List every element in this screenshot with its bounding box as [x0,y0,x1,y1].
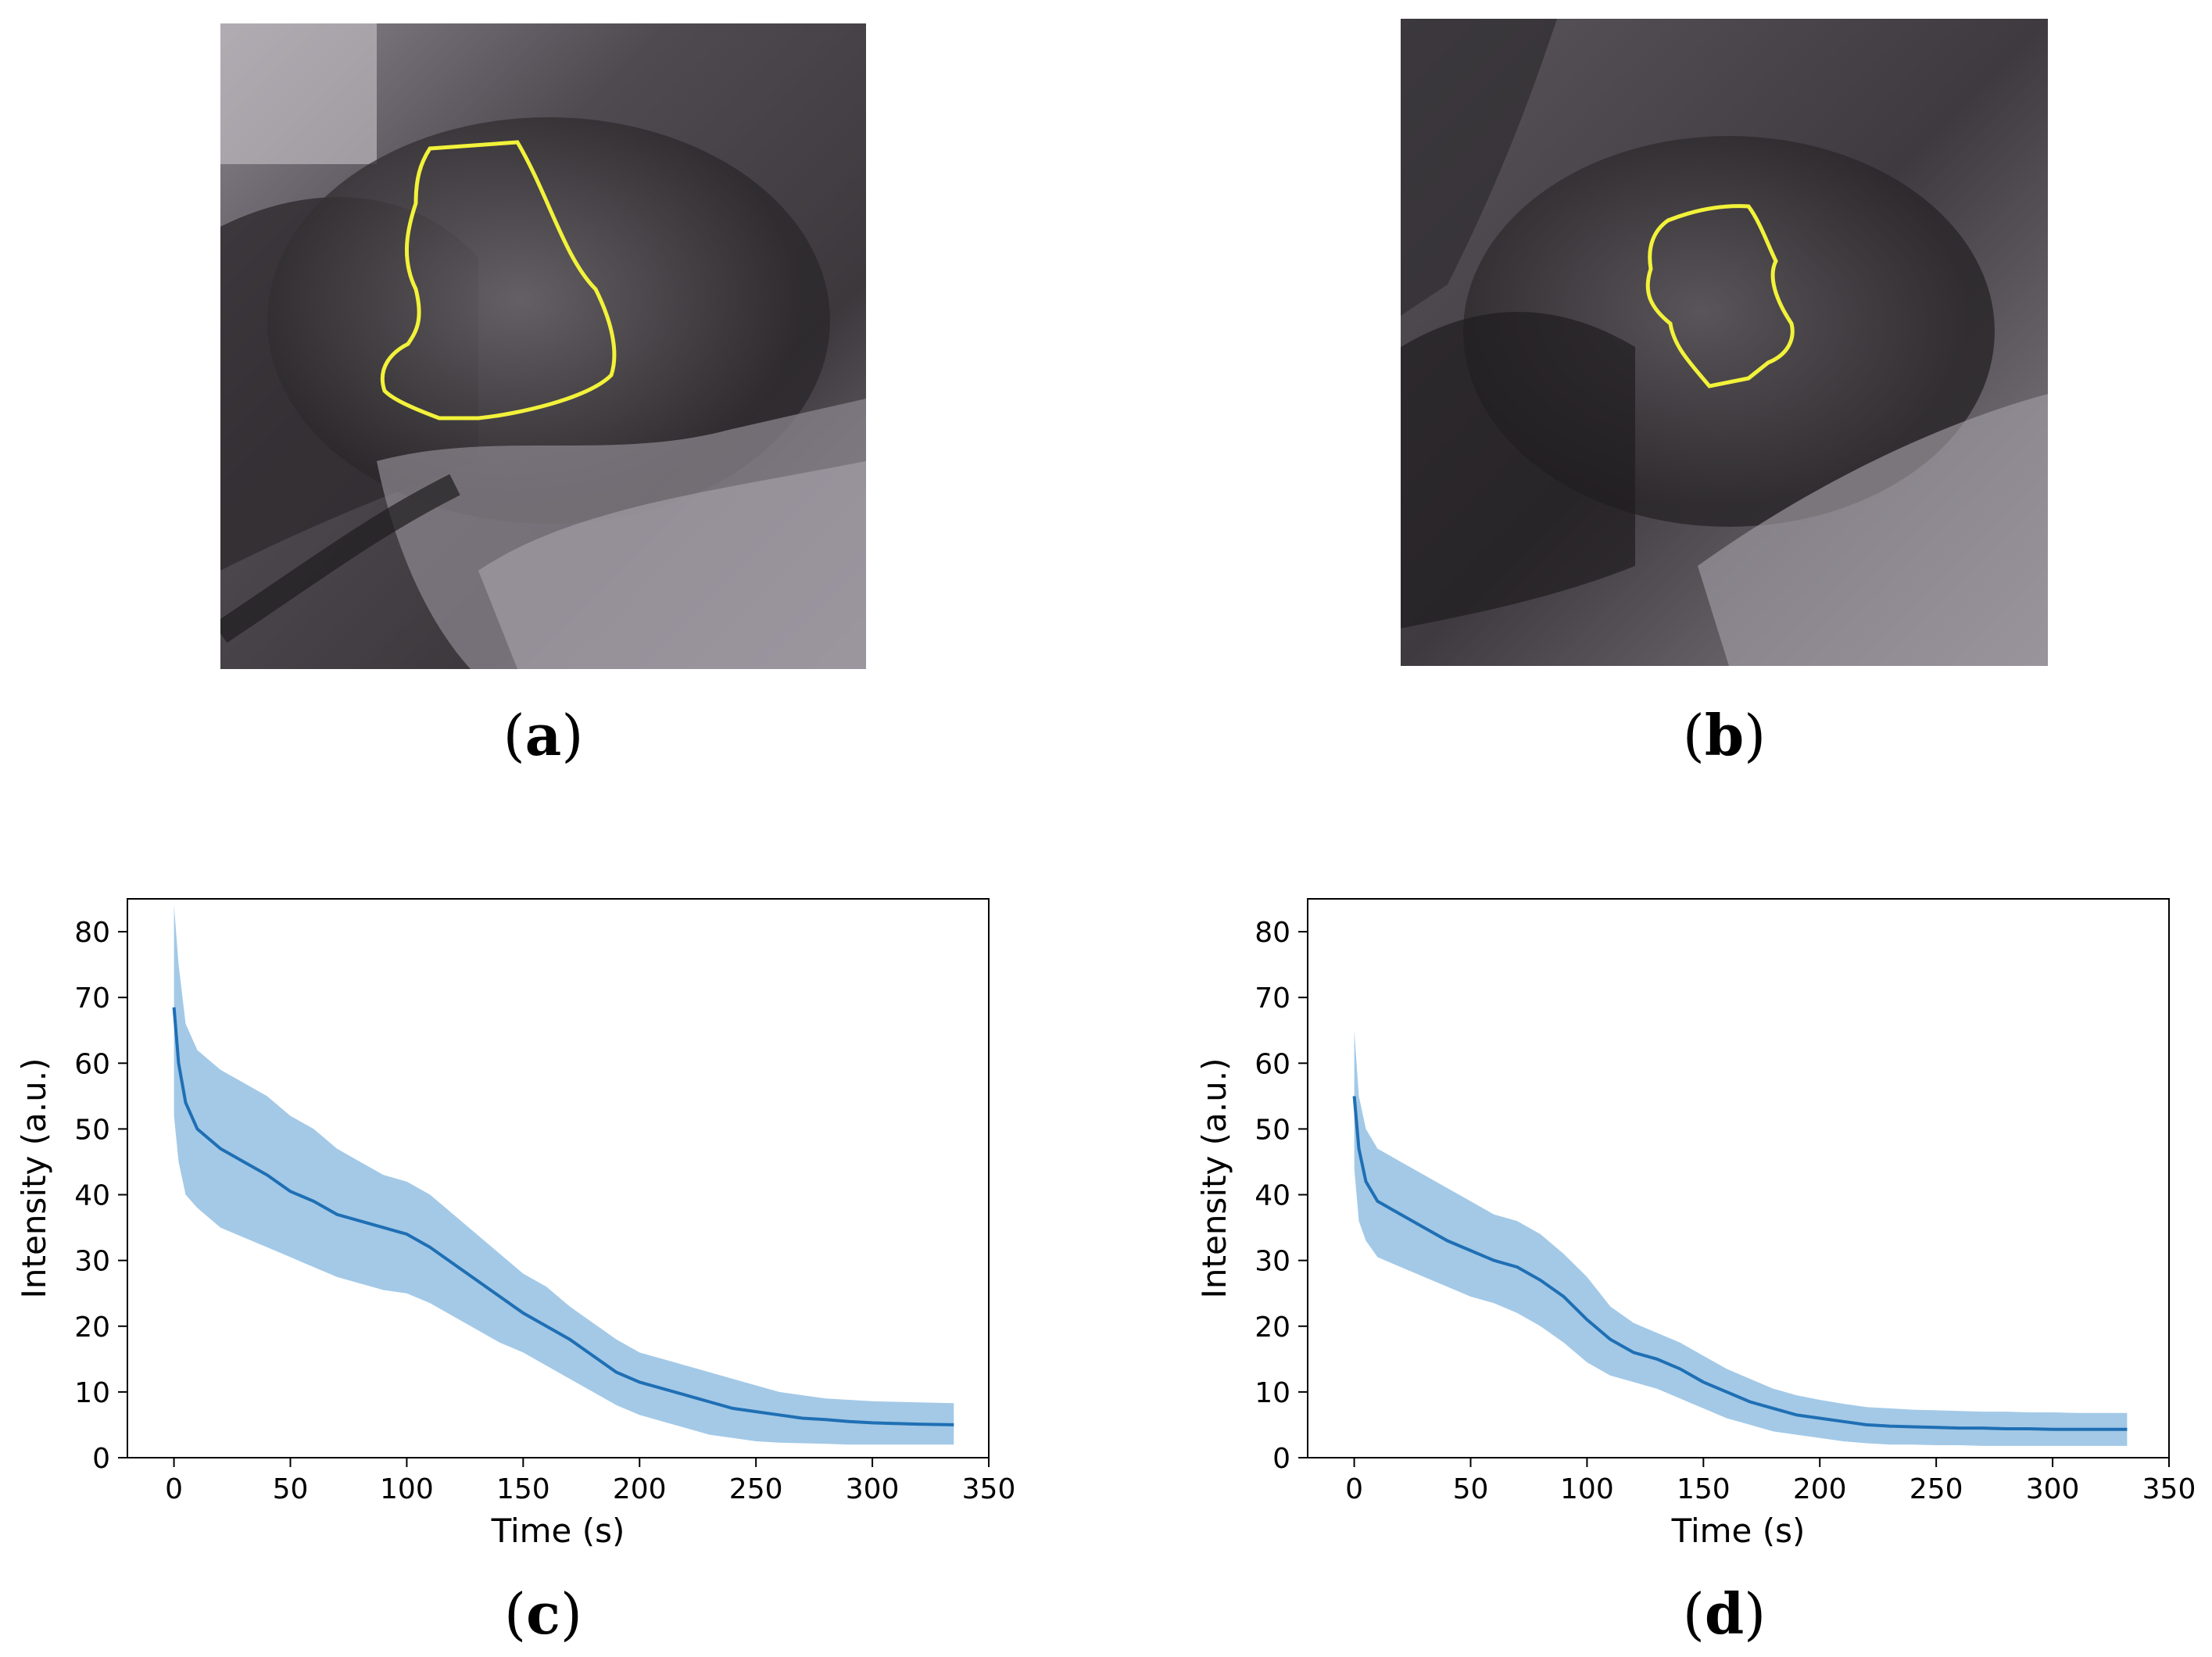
chart-d-xtick-label: 250 [1910,1473,1963,1505]
chart-c-ytick-label: 30 [74,1246,110,1278]
chart-d-xtick-label: 300 [2026,1473,2080,1505]
chart-c-ytick-label: 50 [74,1114,110,1146]
chart-d-xtick-label: 150 [1677,1473,1731,1505]
chart-c-xlabel: Time (s) [491,1512,625,1550]
chart-c-ytick-label: 10 [74,1377,110,1409]
chart-d-ytick-label: 40 [1255,1180,1290,1212]
panel-c-label: (c) [503,1580,583,1647]
chart-c-ytick-label: 40 [74,1180,110,1212]
chart-d-ytick-label: 70 [1255,982,1290,1015]
chart-c-xtick-label: 250 [729,1473,783,1505]
chart-d-mean-line [1352,1096,2128,1431]
chart-d-ytick-label: 30 [1255,1246,1290,1278]
chart-c-ylabel: Intensity (a.u.) [15,1058,53,1299]
roi-outline-b [1645,204,1795,388]
panel-a-image [220,23,866,669]
chart-d-ytick-label: 10 [1255,1377,1290,1409]
chart-d-ytick-label: 20 [1255,1312,1290,1344]
chart-c-xtick-label: 350 [962,1473,1016,1505]
chart-d-xtick-label: 200 [1793,1473,1847,1505]
panel-b-image [1401,19,2048,666]
chart-d-xtick-label: 350 [2142,1473,2196,1505]
chart-c-xtick-label: 150 [496,1473,550,1505]
chart-c-xtick-label: 0 [165,1473,183,1505]
chart-d-std-band [1354,1030,2128,1446]
chart-c-ytick-label: 70 [74,982,110,1015]
panel-a-photo [220,23,866,669]
panel-b-photo [1401,19,2048,666]
roi-outline-a [380,140,617,421]
chart-d-ytick-label: 0 [1272,1443,1290,1475]
chart-d-xlabel: Time (s) [1671,1512,1806,1550]
chart-c-ytick-label: 80 [74,917,110,949]
chart-d-ytick-label: 60 [1255,1048,1290,1080]
chart-c-mean-line [172,1007,954,1426]
panel-a-label: (a) [503,702,584,768]
chart-d-ytick-label: 50 [1255,1114,1290,1146]
chart-c-ytick-label: 60 [74,1048,110,1080]
chart-d-xtick-label: 100 [1560,1473,1614,1505]
chart-c-xtick-label: 200 [613,1473,667,1505]
chart-d-frame [1307,898,2170,1458]
chart-c-ytick-label: 0 [92,1443,110,1475]
panel-b-label: (b) [1682,702,1766,768]
chart-c-std-band [174,905,954,1445]
chart-c-frame [127,898,990,1458]
chart-d-xtick-label: 0 [1345,1473,1363,1505]
chart-c-xtick-label: 300 [846,1473,900,1505]
panel-d-label: (d) [1682,1580,1766,1647]
chart-c-xtick-label: 50 [273,1473,309,1505]
chart-d-ytick-label: 80 [1255,917,1290,949]
chart-d-xtick-label: 50 [1453,1473,1489,1505]
chart-c-ytick-label: 20 [74,1312,110,1344]
chart-c-xtick-label: 100 [380,1473,434,1505]
chart-d-ylabel: Intensity (a.u.) [1195,1058,1233,1299]
